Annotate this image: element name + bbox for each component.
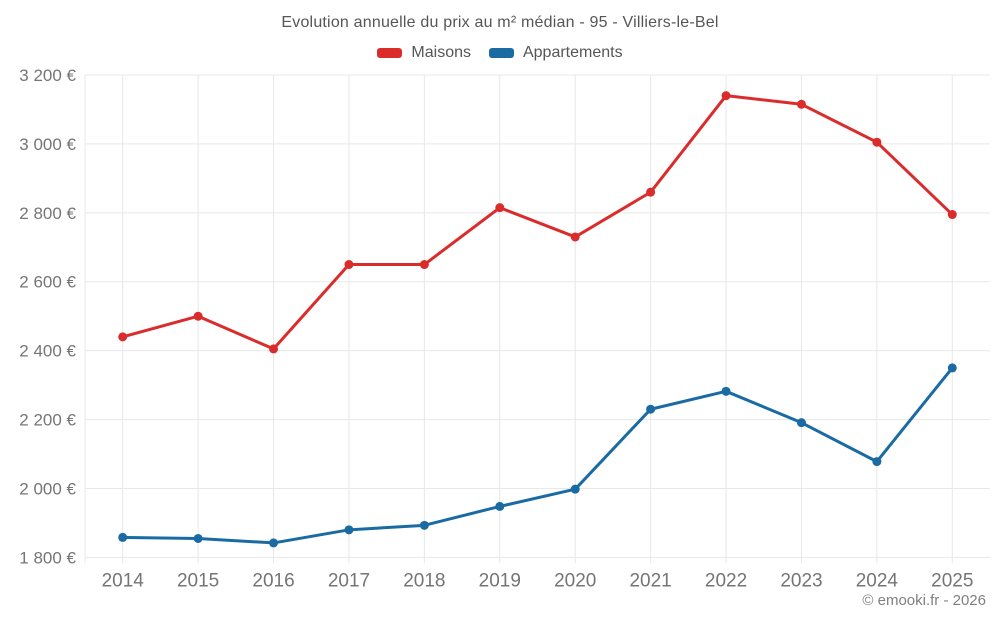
- data-point-appartements-2017[interactable]: [344, 525, 354, 535]
- data-point-maisons-2025[interactable]: [947, 210, 957, 220]
- data-point-appartements-2018[interactable]: [419, 520, 429, 530]
- data-point-maisons-2019[interactable]: [495, 203, 505, 213]
- data-point-maisons-2016[interactable]: [269, 344, 279, 354]
- y-tick-label: 2 800 €: [19, 204, 76, 223]
- data-point-appartements-2022[interactable]: [721, 386, 731, 396]
- data-point-appartements-2023[interactable]: [796, 418, 806, 428]
- data-point-appartements-2021[interactable]: [646, 404, 656, 414]
- data-point-appartements-2020[interactable]: [570, 484, 580, 494]
- x-tick-label: 2019: [479, 570, 521, 591]
- x-tick-label: 2017: [328, 570, 370, 591]
- legend-item-maisons[interactable]: Maisons: [377, 44, 471, 62]
- chart-title: Evolution annuelle du prix au m² médian …: [281, 14, 719, 31]
- y-tick-label: 2 000 €: [19, 479, 76, 498]
- data-point-maisons-2024[interactable]: [872, 137, 882, 147]
- maisons-series-swatch-icon: [377, 48, 403, 58]
- legend-label-maisons: Maisons: [411, 44, 471, 61]
- x-tick-label: 2025: [931, 570, 973, 591]
- x-tick-label: 2020: [554, 570, 596, 591]
- data-point-maisons-2014[interactable]: [118, 332, 128, 342]
- data-point-maisons-2015[interactable]: [193, 311, 203, 321]
- data-point-appartements-2024[interactable]: [872, 457, 882, 467]
- data-point-maisons-2023[interactable]: [796, 99, 806, 109]
- y-tick-label: 3 000 €: [19, 135, 76, 154]
- y-tick-label: 3 200 €: [19, 66, 76, 85]
- x-tick-label: 2023: [780, 570, 822, 591]
- data-point-appartements-2025[interactable]: [947, 363, 957, 373]
- x-tick-label: 2022: [705, 570, 747, 591]
- x-tick-label: 2015: [177, 570, 219, 591]
- x-tick-label: 2018: [403, 570, 445, 591]
- data-point-maisons-2022[interactable]: [721, 91, 731, 101]
- data-point-appartements-2015[interactable]: [193, 533, 203, 543]
- copyright: © emooki.fr - 2026: [862, 592, 986, 609]
- y-tick-label: 2 600 €: [19, 273, 76, 292]
- data-point-maisons-2021[interactable]: [646, 187, 656, 197]
- data-point-appartements-2019[interactable]: [495, 501, 505, 511]
- data-point-appartements-2016[interactable]: [269, 538, 279, 548]
- y-tick-label: 2 400 €: [19, 342, 76, 361]
- x-tick-label: 2021: [629, 570, 671, 591]
- data-point-maisons-2020[interactable]: [570, 232, 580, 242]
- x-tick-label: 2016: [252, 570, 294, 591]
- legend: Maisons Appartements: [0, 44, 1000, 62]
- series-line-appartements: [121, 366, 954, 545]
- legend-item-appartements[interactable]: Appartements: [488, 44, 623, 62]
- x-tick-label: 2024: [856, 570, 899, 591]
- appartements-series-swatch-icon: [488, 48, 514, 58]
- legend-label-appartements: Appartements: [522, 44, 623, 61]
- data-point-maisons-2017[interactable]: [344, 260, 354, 270]
- data-point-appartements-2014[interactable]: [118, 532, 128, 542]
- y-tick-label: 2 200 €: [19, 411, 76, 430]
- y-tick-label: 1 800 €: [19, 548, 76, 567]
- series-line-maisons: [121, 94, 954, 351]
- x-tick-label: 2014: [102, 570, 145, 591]
- data-point-maisons-2018[interactable]: [419, 260, 429, 270]
